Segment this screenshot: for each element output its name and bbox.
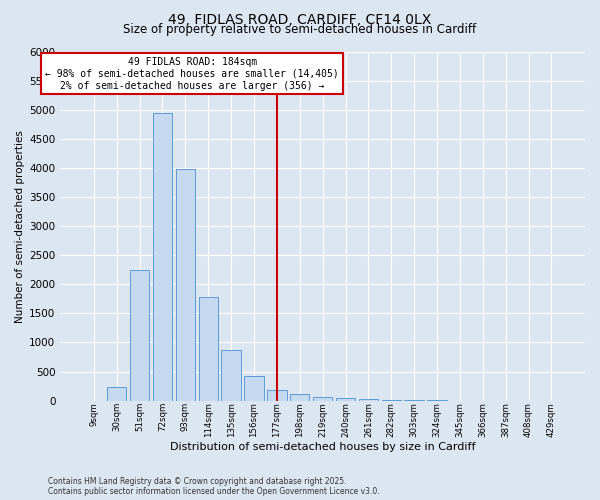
Text: Size of property relative to semi-detached houses in Cardiff: Size of property relative to semi-detach… — [124, 22, 476, 36]
Bar — [199, 297, 218, 401]
Bar — [313, 396, 332, 400]
Bar — [153, 112, 172, 401]
Bar — [244, 376, 264, 400]
Bar — [176, 169, 195, 400]
Text: 49 FIDLAS ROAD: 184sqm
← 98% of semi-detached houses are smaller (14,405)
2% of : 49 FIDLAS ROAD: 184sqm ← 98% of semi-det… — [46, 58, 339, 90]
Bar — [290, 394, 310, 400]
X-axis label: Distribution of semi-detached houses by size in Cardiff: Distribution of semi-detached houses by … — [170, 442, 475, 452]
Text: Contains HM Land Registry data © Crown copyright and database right 2025.
Contai: Contains HM Land Registry data © Crown c… — [48, 476, 380, 496]
Bar — [267, 390, 287, 400]
Bar — [130, 270, 149, 400]
Bar — [359, 399, 378, 400]
Bar — [336, 398, 355, 400]
Bar — [107, 386, 127, 400]
Y-axis label: Number of semi-detached properties: Number of semi-detached properties — [15, 130, 25, 322]
Text: 49, FIDLAS ROAD, CARDIFF, CF14 0LX: 49, FIDLAS ROAD, CARDIFF, CF14 0LX — [169, 12, 431, 26]
Bar — [221, 350, 241, 401]
